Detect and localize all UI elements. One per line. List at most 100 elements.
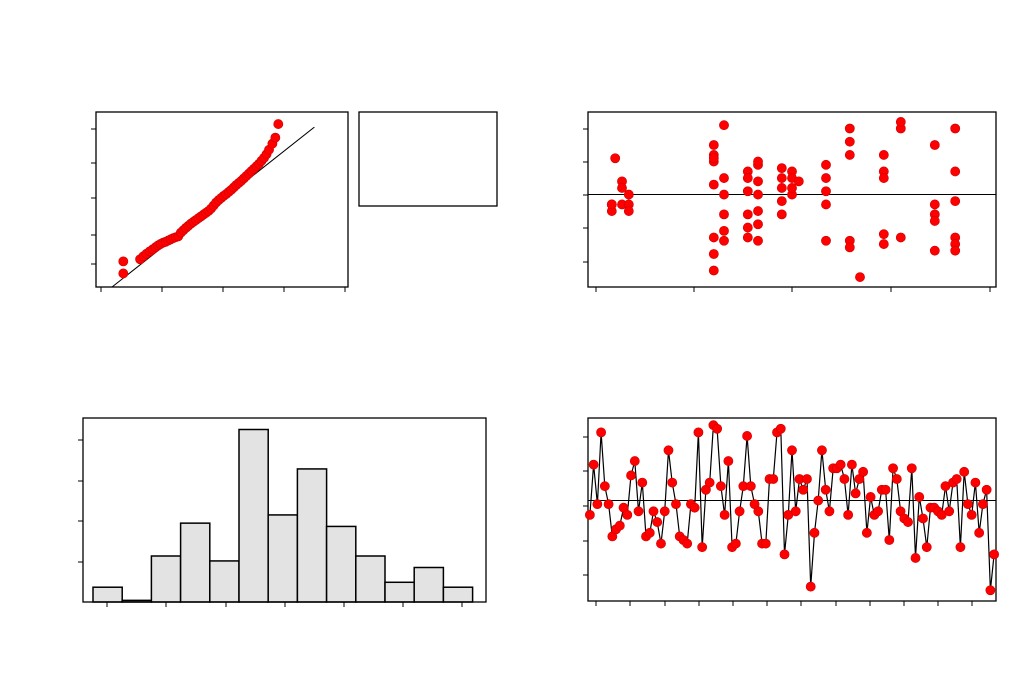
data-point — [637, 477, 648, 488]
data-point — [742, 209, 753, 220]
data-point — [802, 474, 812, 484]
data-point — [742, 232, 753, 243]
data-point — [742, 431, 752, 441]
data-point — [584, 509, 595, 520]
data-point — [951, 474, 962, 484]
data-point — [742, 222, 753, 233]
data-point — [617, 183, 627, 193]
data-point — [667, 477, 678, 488]
data-point — [878, 229, 889, 240]
data-point — [776, 196, 787, 207]
histogram-bar — [413, 566, 445, 603]
data-point — [821, 199, 831, 210]
data-point — [835, 459, 846, 470]
data-point — [929, 245, 940, 256]
data-point — [596, 427, 607, 438]
data-point — [753, 176, 763, 187]
data-point — [753, 235, 763, 246]
data-point — [921, 542, 932, 553]
data-point — [906, 463, 917, 474]
data-point — [663, 445, 674, 456]
data-point — [821, 186, 831, 197]
data-point — [610, 153, 621, 164]
data-point — [981, 484, 992, 495]
data-point — [776, 209, 787, 220]
data-point — [895, 232, 906, 243]
data-point — [753, 189, 763, 200]
data-point — [850, 488, 861, 499]
histogram-bar — [179, 522, 211, 603]
data-point — [599, 481, 610, 492]
plot-frame — [587, 111, 997, 288]
data-point — [820, 484, 831, 495]
data-point — [970, 477, 981, 488]
data-point — [776, 163, 787, 174]
data-point — [865, 492, 876, 502]
data-point — [878, 173, 889, 183]
plot-frame — [95, 111, 349, 288]
data-point — [753, 206, 763, 216]
data-point — [689, 502, 700, 513]
data-point — [719, 120, 729, 131]
data-point — [603, 499, 614, 510]
data-point — [776, 183, 787, 193]
data-point — [118, 256, 129, 267]
data-point — [753, 156, 763, 167]
data-point — [805, 581, 816, 592]
data-point — [742, 173, 753, 183]
histogram-bar — [150, 555, 182, 603]
data-point — [659, 506, 670, 517]
histogram-bar — [325, 525, 357, 603]
data-point — [606, 199, 617, 210]
data-point — [712, 423, 723, 434]
histogram-plot — [78, 417, 487, 607]
data-point — [592, 499, 603, 510]
data-point — [929, 199, 940, 210]
data-point — [614, 520, 625, 531]
data-point — [588, 459, 599, 470]
data-point — [648, 506, 659, 517]
data-point — [708, 153, 719, 164]
data-point — [950, 166, 961, 177]
data-point — [719, 509, 730, 520]
histogram-bar — [209, 560, 240, 603]
data-point — [745, 481, 756, 492]
data-point — [878, 150, 889, 160]
data-point — [633, 506, 644, 517]
data-point — [895, 117, 906, 127]
data-point — [671, 499, 681, 510]
data-point — [704, 477, 715, 488]
residuals-versus-order-plot — [583, 417, 1000, 606]
data-point — [779, 549, 790, 560]
residuals-versus-fits-plot — [583, 111, 997, 292]
data-point — [944, 506, 955, 517]
data-point — [989, 549, 1000, 560]
data-point — [753, 219, 763, 230]
data-point — [844, 136, 855, 147]
data-point — [985, 585, 996, 596]
data-point — [760, 538, 771, 549]
data-point — [656, 538, 666, 549]
plot-frame — [587, 417, 997, 602]
data-point — [891, 474, 902, 484]
data-point — [719, 209, 729, 220]
legend-box — [358, 111, 498, 207]
data-point — [775, 423, 786, 434]
data-point — [734, 506, 745, 517]
data-point — [644, 527, 655, 538]
data-point — [918, 513, 928, 524]
data-point — [787, 445, 797, 456]
data-point — [821, 159, 831, 170]
data-point — [682, 538, 693, 549]
data-point — [708, 140, 719, 150]
data-point — [629, 456, 640, 466]
data-point — [821, 235, 831, 246]
data-point — [623, 206, 634, 216]
data-point — [844, 242, 855, 253]
data-point — [118, 268, 129, 279]
data-point — [950, 245, 961, 256]
histogram-bar — [267, 514, 299, 603]
data-point — [730, 538, 741, 549]
data-point — [878, 239, 889, 249]
